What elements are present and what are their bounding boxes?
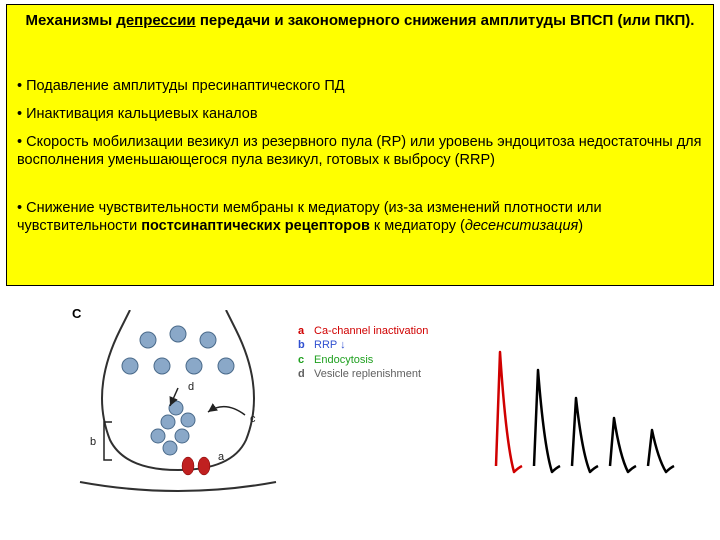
svg-text:a: a bbox=[218, 451, 225, 463]
bullet-item: • Инактивация кальциевых каналов bbox=[17, 105, 703, 123]
legend-text: Endocytosis bbox=[314, 353, 373, 367]
diagram-area: C dcba aCa-channel inactivationbRRP ↓cEn… bbox=[0, 300, 720, 540]
legend-text: RRP ↓ bbox=[314, 338, 346, 352]
legend-key: a bbox=[298, 324, 308, 338]
legend-row: c Endocytosis bbox=[298, 353, 428, 367]
legend-key: b bbox=[298, 338, 308, 352]
svg-text:b: b bbox=[90, 436, 96, 448]
title-underline: депрессии bbox=[116, 12, 195, 29]
svg-text:c: c bbox=[250, 413, 256, 425]
legend-row: b RRP ↓ bbox=[298, 338, 428, 352]
title-part2: передачи и закономерного снижения амплит… bbox=[196, 12, 695, 29]
legend-text: Vesicle replenishment bbox=[314, 367, 421, 381]
bullet-item: • Снижение чувствительности мембраны к м… bbox=[17, 199, 703, 235]
legend-text: Ca-channel inactivation bbox=[314, 324, 428, 338]
legend-row: d Vesicle replenishment bbox=[298, 367, 428, 381]
synapse-diagram: dcba bbox=[60, 310, 320, 500]
legend-key: d bbox=[298, 367, 308, 381]
legend-row: a Ca-channel inactivation bbox=[298, 324, 428, 338]
svg-text:d: d bbox=[188, 381, 194, 393]
bullet-item: • Подавление амплитуды пресинаптического… bbox=[17, 77, 703, 95]
bullet-item: • Скорость мобилизации везикул из резерв… bbox=[17, 133, 703, 169]
title-part1: Механизмы bbox=[26, 12, 117, 29]
legend-key: c bbox=[298, 353, 308, 367]
info-box: Механизмы депрессии передачи и закономер… bbox=[6, 4, 714, 286]
legend: a Ca-channel inactivation b RRP ↓ c Endocytos… bbox=[298, 324, 428, 381]
title: Механизмы депрессии передачи и закономер… bbox=[7, 11, 713, 31]
spike-chart bbox=[480, 340, 680, 480]
